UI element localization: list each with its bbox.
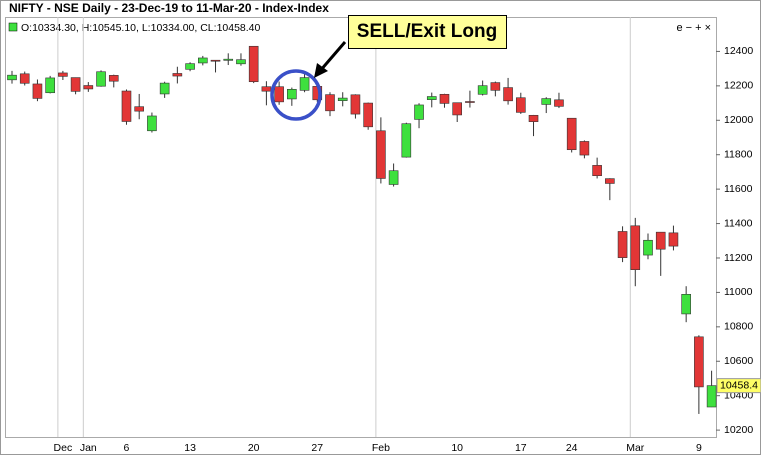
toolbar[interactable]: e − + × xyxy=(676,22,711,34)
y-tick-label: 12000 xyxy=(724,114,753,126)
candle-body xyxy=(32,83,43,99)
x-tick-label: Feb xyxy=(372,442,390,454)
candle-body xyxy=(477,85,488,95)
annotation-box xyxy=(348,15,507,49)
x-tick-label: 10 xyxy=(451,442,463,454)
candle-body xyxy=(45,77,55,94)
plot-area xyxy=(5,17,717,438)
candle-body xyxy=(96,71,106,87)
candle-body xyxy=(58,72,68,77)
candle-body xyxy=(248,45,259,83)
candle-body xyxy=(376,130,386,179)
candle-body xyxy=(592,165,602,177)
candle-body xyxy=(70,77,81,92)
ohlc-info: O:10334.30, H:10545.10, L:10334.00, CL:1… xyxy=(21,22,261,34)
arrow-head xyxy=(314,63,328,78)
candle-body xyxy=(566,117,577,151)
candle-body xyxy=(121,90,132,122)
candle-body xyxy=(401,123,412,158)
candle-body xyxy=(643,239,653,256)
candle-body xyxy=(541,98,552,105)
candle-body xyxy=(630,225,641,270)
candle-body xyxy=(159,82,170,95)
candle-body xyxy=(198,57,208,64)
x-tick-label: Jan xyxy=(80,442,97,454)
x-tick-label: 9 xyxy=(696,442,702,454)
candle-body xyxy=(655,231,666,250)
y-tick-label: 11600 xyxy=(724,183,753,195)
candle-body xyxy=(287,88,297,100)
candle-body xyxy=(617,231,628,258)
candle-body xyxy=(7,74,17,81)
candle-body xyxy=(350,94,361,115)
candle-body xyxy=(528,114,539,122)
candle-body xyxy=(223,58,234,61)
candle-body xyxy=(210,59,221,62)
x-tick-label: Dec xyxy=(54,442,73,454)
candle-body xyxy=(134,106,144,112)
candle-body xyxy=(694,336,704,388)
candle-body xyxy=(363,102,373,128)
candle-body xyxy=(465,101,475,103)
candle-body xyxy=(299,77,310,91)
candle-body xyxy=(185,63,195,70)
candle-body xyxy=(554,99,564,107)
candle-body xyxy=(515,97,526,113)
candle-body xyxy=(108,75,119,82)
highlight-circle xyxy=(270,69,322,121)
candle-body xyxy=(706,385,717,408)
candle-body xyxy=(605,178,615,184)
y-tick-label: 10200 xyxy=(724,424,753,436)
candle-body xyxy=(337,97,348,101)
price-tag-label: 10458.4 xyxy=(720,379,758,391)
x-tick-label: 24 xyxy=(566,442,578,454)
candle-body xyxy=(147,115,157,132)
candle-body xyxy=(261,86,272,92)
candle-body xyxy=(439,93,450,104)
candle-body xyxy=(579,141,590,156)
x-tick-label: 17 xyxy=(515,442,527,454)
y-tick-label: 11800 xyxy=(724,148,753,160)
y-tick-label: 11000 xyxy=(724,286,753,298)
candle-body xyxy=(414,104,424,120)
annotation: SELL/Exit Long xyxy=(357,21,497,42)
y-tick-label: 10800 xyxy=(724,321,753,333)
ohlc-icon xyxy=(8,22,18,32)
candle-body xyxy=(388,170,399,185)
x-tick-label: 20 xyxy=(248,442,260,454)
arrow-shaft xyxy=(318,41,347,72)
y-tick-label: 11400 xyxy=(724,217,753,229)
candle-body xyxy=(274,86,284,103)
x-tick-label: 27 xyxy=(311,442,323,454)
y-tick-label: 11200 xyxy=(724,252,753,264)
candle-body xyxy=(325,94,335,112)
y-tick-label: 10600 xyxy=(724,355,753,367)
candle-body xyxy=(172,73,183,77)
chart-title: NIFTY - NSE Daily - 23-Dec-19 to 11-Mar-… xyxy=(9,1,329,15)
y-tick-label: 12400 xyxy=(724,45,753,57)
candle-body xyxy=(503,87,513,102)
candle-body xyxy=(19,73,30,84)
candle-body xyxy=(83,85,94,90)
x-tick-label: 13 xyxy=(184,442,196,454)
candle-body xyxy=(452,102,463,116)
candle-body xyxy=(426,96,437,100)
y-tick-label: 12200 xyxy=(724,80,753,92)
price-tag xyxy=(716,378,761,394)
candle-body xyxy=(490,82,501,91)
candle-body xyxy=(668,232,679,247)
x-tick-label: 6 xyxy=(124,442,130,454)
candle-body xyxy=(681,294,691,315)
x-tick-label: Mar xyxy=(626,442,645,454)
candle-body xyxy=(236,59,246,65)
